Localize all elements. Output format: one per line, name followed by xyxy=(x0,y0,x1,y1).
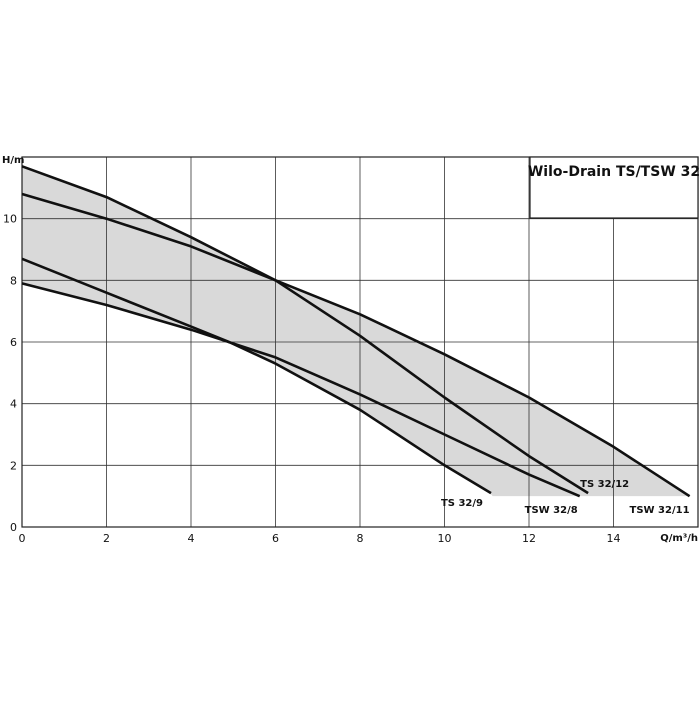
chart-title: Wilo-Drain TS/TSW 32 xyxy=(528,164,700,180)
x-tick-label: 10 xyxy=(438,532,452,545)
x-axis-label: Q/m³/h xyxy=(660,533,698,544)
x-tick-label: 0 xyxy=(19,532,26,545)
title-box xyxy=(529,156,699,219)
plot-area xyxy=(21,156,699,528)
pump-curve xyxy=(21,282,581,498)
operating-area xyxy=(22,166,690,497)
curve-label: TS 32/12 xyxy=(580,479,629,490)
x-tick-label: 6 xyxy=(272,532,279,545)
y-axis-label: H/m xyxy=(2,155,24,166)
x-tick-label: 8 xyxy=(357,532,364,545)
y-tick-label: 4 xyxy=(10,398,17,411)
pump-curve xyxy=(21,192,691,498)
y-tick-label: 0 xyxy=(10,521,17,534)
y-tick-label: 8 xyxy=(10,274,17,287)
pump-curve xyxy=(21,257,492,495)
pump-curve xyxy=(21,165,589,495)
plot-border xyxy=(21,156,699,528)
x-tick-label: 2 xyxy=(103,532,110,545)
y-tick-label: 6 xyxy=(10,336,17,349)
curve-label: TS 32/9 xyxy=(441,498,483,509)
x-tick-label: 4 xyxy=(188,532,195,545)
y-tick-label: 2 xyxy=(10,459,17,472)
curve-label: TSW 32/8 xyxy=(525,505,578,516)
y-tick-label: 10 xyxy=(3,213,17,226)
x-tick-label: 12 xyxy=(522,532,536,545)
x-tick-label: 14 xyxy=(607,532,621,545)
curve-label: TSW 32/11 xyxy=(630,505,690,516)
